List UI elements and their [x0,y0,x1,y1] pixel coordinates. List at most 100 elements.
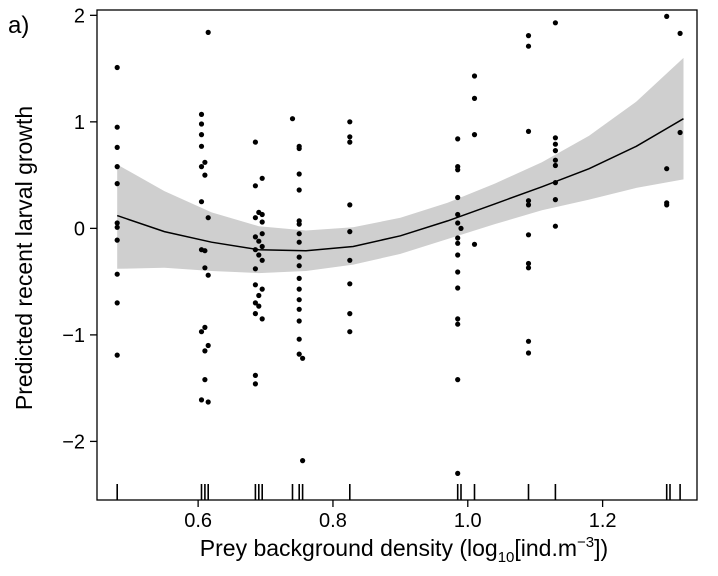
y-axis-title: Predicted recent larval growth [11,106,37,410]
data-point [455,321,461,327]
data-point [198,132,205,138]
data-point [256,303,262,309]
data-point [252,234,258,240]
data-point [259,257,265,263]
data-point [455,470,461,476]
data-point [198,121,205,127]
plot-frame [96,9,698,501]
data-point [296,263,302,269]
data-point [525,128,532,134]
data-point [347,329,353,335]
data-point [664,166,670,172]
data-point [289,116,296,122]
data-point [525,338,532,344]
data-point [198,397,205,403]
data-point [205,215,211,221]
data-point [252,300,258,306]
data-point [114,220,120,226]
data-point [525,43,532,49]
data-point [455,167,461,173]
data-point [296,306,302,312]
data-point [664,202,670,208]
y-tick-label: 2 [74,5,85,27]
x-axis-title-subscript: 10 [498,549,515,566]
data-point [114,237,120,243]
data-point [458,225,464,231]
data-point [296,297,302,303]
x-axis-title: Prey background density (log10[ind.m−3]) [200,534,608,566]
x-tick-label: 0.6 [184,510,212,532]
data-point [525,202,532,208]
data-point [259,219,265,225]
data-point [114,164,120,170]
data-point [202,377,208,383]
data-point [205,342,211,349]
data-point [252,372,258,378]
y-tick-label: 0 [74,218,85,240]
data-point [202,172,208,178]
data-point [455,316,461,322]
data-point [296,336,302,342]
x-axis-title-superscript: −3 [577,534,594,551]
data-point [198,143,205,149]
data-point [252,282,258,288]
data-point [347,311,353,317]
data-point [114,124,120,130]
data-point [455,285,461,291]
data-point [259,316,265,322]
data-point [552,141,559,147]
data-point [525,198,532,204]
x-tick-label: 1.0 [454,510,482,532]
panel-label: a) [8,12,29,39]
data-point [677,30,683,36]
data-point [296,187,302,193]
fit-line-layer [116,118,684,252]
data-point [259,243,265,250]
data-point [252,381,258,387]
data-point [256,292,262,299]
data-point [259,175,265,181]
data-point [552,197,559,203]
data-point [202,159,208,165]
data-point [455,240,461,246]
data-points-layer [114,13,683,476]
data-point [114,300,120,306]
data-point [455,235,461,241]
data-point [202,265,208,271]
y-tick-label: −1 [62,325,85,347]
data-point [256,238,262,244]
data-point [471,132,478,138]
y-axis: −2 −1 0 1 2 [62,5,97,453]
data-point [455,136,461,142]
data-point [252,266,258,272]
data-point [198,329,205,335]
y-tick-label: −2 [62,431,85,453]
data-point [296,254,302,260]
data-point [296,351,302,357]
data-point [252,183,258,189]
data-point [347,202,353,208]
data-point [471,241,478,247]
data-point [252,311,258,317]
data-point [296,275,302,281]
data-point [455,252,461,258]
data-point [259,211,265,218]
confidence-band [117,57,684,274]
data-point [471,73,478,79]
data-point [347,257,353,263]
data-point [296,221,302,227]
data-point [296,231,302,237]
data-point [252,139,258,145]
data-point [296,239,302,245]
data-point [552,162,559,169]
data-point [347,139,353,145]
data-point [202,248,208,254]
data-point [455,269,461,275]
x-axis: 0.6 0.8 1.0 1.2 [184,500,617,532]
data-point [525,33,532,39]
data-point [525,260,532,267]
data-point [114,144,120,150]
rug-layer [116,484,681,500]
data-point [471,95,478,101]
data-point [198,199,205,205]
